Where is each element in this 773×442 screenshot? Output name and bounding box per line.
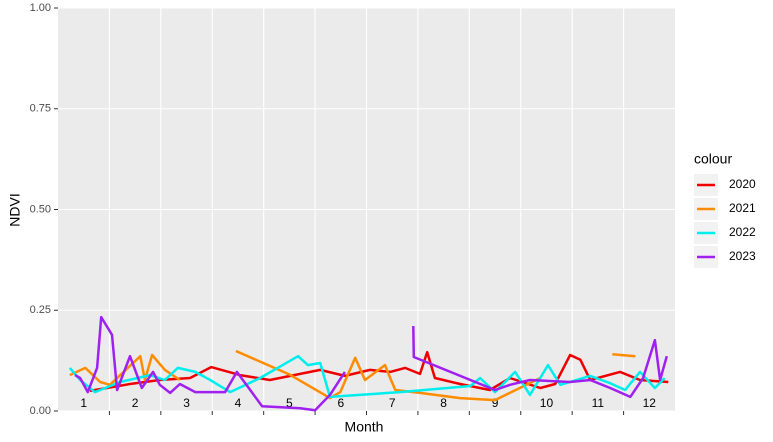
legend-title: colour	[694, 151, 732, 167]
month-label: 8	[440, 396, 447, 410]
month-label: 4	[235, 396, 242, 410]
legend-label: 2021	[729, 201, 756, 215]
series-line	[89, 350, 669, 393]
y-tick-label: 0.25	[30, 304, 51, 316]
y-tick-label: 0.50	[30, 203, 51, 215]
x-axis-label: Month	[345, 419, 384, 435]
month-label: 6	[337, 396, 344, 410]
y-tick-label: 0.75	[30, 103, 51, 115]
y-tick-label: 1.00	[30, 2, 51, 14]
legend-label: 2020	[729, 177, 756, 191]
month-label: 11	[592, 396, 605, 410]
legend-label: 2022	[729, 225, 756, 239]
series-line	[68, 354, 666, 399]
month-label: 9	[492, 396, 499, 410]
month-label: 10	[540, 396, 554, 410]
month-label: 3	[183, 396, 190, 410]
month-label: 2	[132, 396, 139, 410]
y-tick-label: 0.00	[30, 405, 51, 417]
legend-label: 2023	[729, 249, 756, 263]
month-label: 5	[286, 396, 293, 410]
month-label: 7	[389, 396, 396, 410]
y-axis-label: NDVI	[7, 193, 23, 226]
month-label: 1	[80, 396, 87, 410]
series-line	[74, 315, 669, 412]
month-label: 12	[643, 396, 657, 410]
